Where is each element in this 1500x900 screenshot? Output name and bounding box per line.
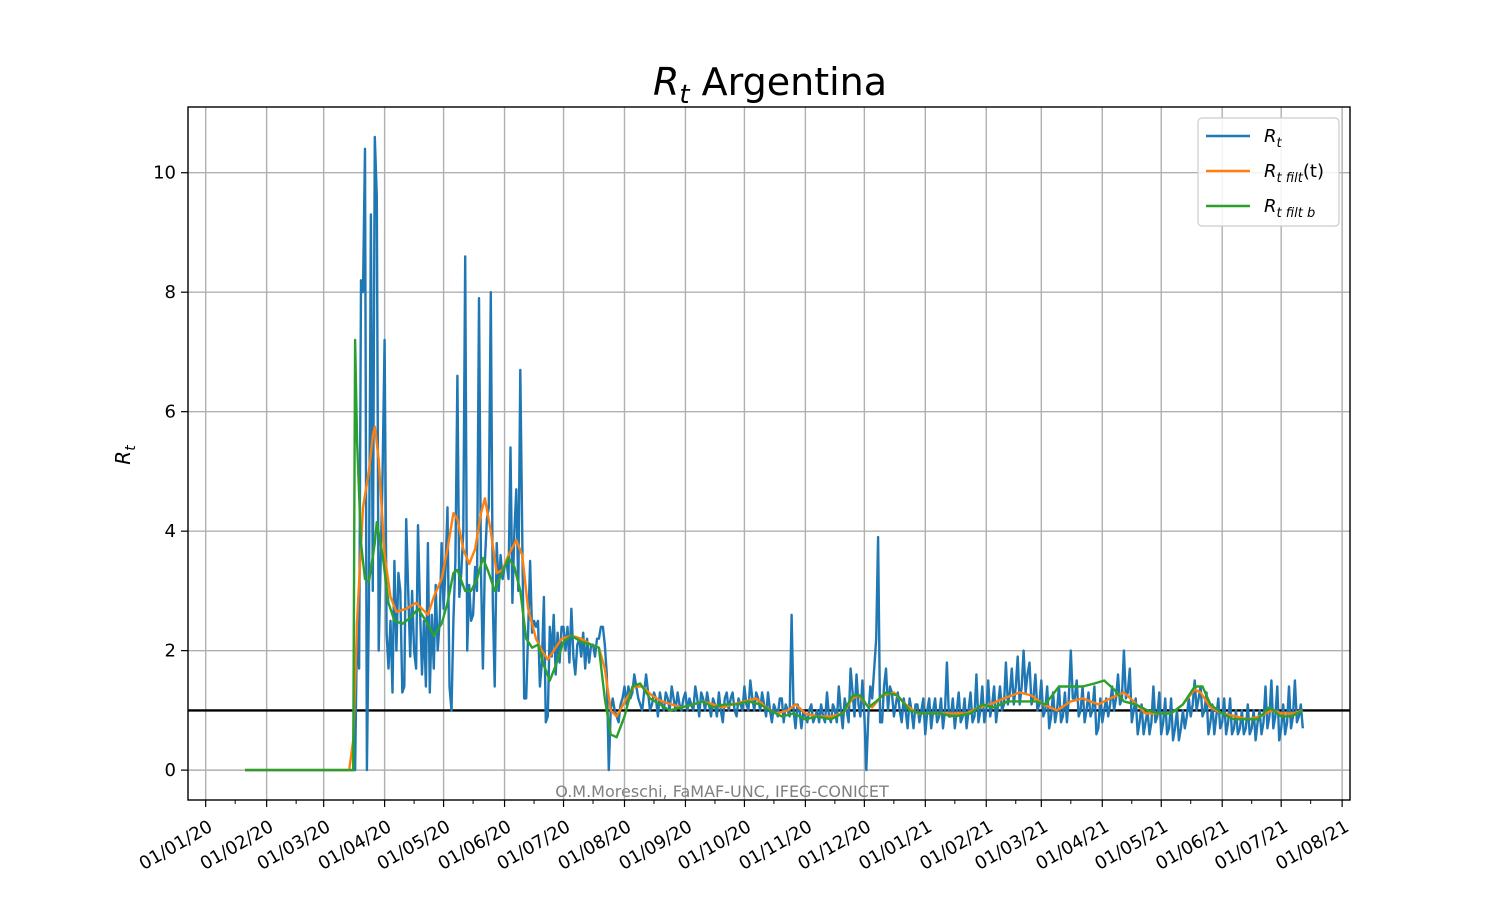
- series-line-3: [245, 338, 1304, 772]
- chart-title: Rt Argentina: [653, 60, 887, 110]
- legend-label-2: Rt filt(t): [1264, 161, 1324, 186]
- ylabel-r: R: [111, 451, 135, 465]
- title-text: Argentina: [690, 60, 887, 104]
- y-tick-label: 10: [153, 163, 176, 184]
- y-tick-label: 4: [165, 521, 176, 542]
- series-layer: [245, 135, 1304, 772]
- plot-frame: [187, 106, 1351, 801]
- y-axis: 0 2 4 6 8 10: [153, 163, 188, 781]
- y-tick-label: 0: [165, 760, 176, 781]
- legend-label-3: Rt filt b: [1264, 196, 1315, 221]
- y-tick-label: 8: [165, 282, 176, 303]
- y-axis-label: Rt: [111, 445, 139, 465]
- legend-label-1: Rt: [1264, 126, 1283, 151]
- title-r: R: [653, 60, 679, 104]
- legend-box: [1197, 117, 1340, 227]
- legend: Rt Rt filt(t) Rt filt b: [1197, 117, 1340, 227]
- series-line-1: [245, 135, 1304, 772]
- title-subscript: t: [679, 80, 690, 110]
- grid: [188, 107, 1350, 800]
- y-tick-label: 6: [165, 402, 176, 423]
- credit-text: O.M.Moreschi, FaMAF-UNC, IFEG-CONICET: [555, 782, 889, 801]
- ylabel-subscript: t: [123, 445, 139, 451]
- y-tick-label: 2: [165, 641, 176, 662]
